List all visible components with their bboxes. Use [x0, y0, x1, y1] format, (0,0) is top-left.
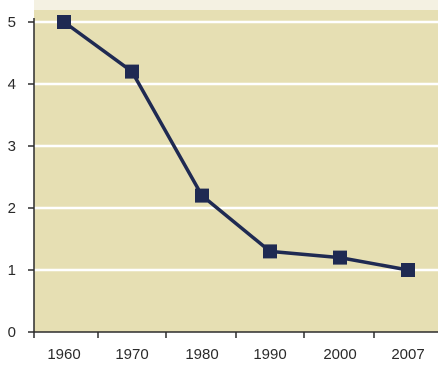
y-tick-label-3: 3	[8, 138, 16, 155]
x-tick-label-1970: 1970	[115, 346, 148, 363]
data-point-1980	[195, 189, 209, 203]
x-tick-label-2000: 2000	[323, 346, 356, 363]
plot-background	[34, 0, 438, 332]
data-point-2000	[333, 251, 347, 265]
y-tick-label-1: 1	[8, 262, 16, 279]
y-tick-label-5: 5	[8, 14, 16, 31]
data-point-1960	[57, 15, 71, 29]
plot-top-fade	[34, 0, 438, 10]
x-tick-label-1960: 1960	[47, 346, 80, 363]
y-axis-ticks: 0 1 2 3 4 5	[8, 14, 34, 341]
plot-area	[34, 0, 438, 332]
x-tick-label-2007: 2007	[391, 346, 424, 363]
x-tick-label-1990: 1990	[253, 346, 286, 363]
data-point-1990	[263, 244, 277, 258]
data-point-2007	[401, 263, 415, 277]
y-tick-label-0: 0	[8, 324, 16, 341]
y-tick-label-2: 2	[8, 200, 16, 217]
data-point-1970	[125, 65, 139, 79]
x-tick-label-1980: 1980	[185, 346, 218, 363]
y-tick-label-4: 4	[8, 76, 16, 93]
x-axis-ticks: 1960 1970 1980 1990 2000 2007	[34, 332, 425, 363]
